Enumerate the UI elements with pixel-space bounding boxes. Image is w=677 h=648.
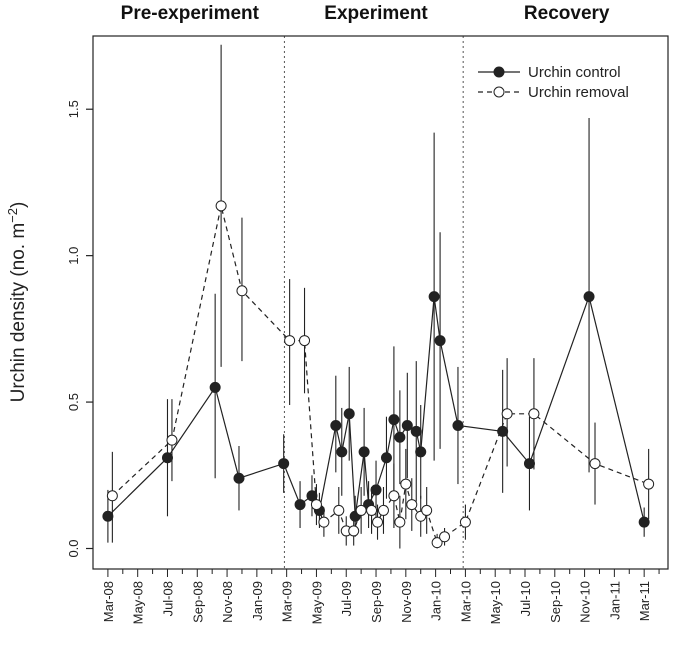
data-point-0-22 <box>434 335 446 347</box>
legend-removal-marker <box>493 86 505 98</box>
x-tick-label-5: Jan-09 <box>250 581 265 621</box>
data-point-0-14 <box>370 484 382 496</box>
y-axis: 0.0 0.5 1.0 1.5 <box>66 100 93 558</box>
data-point-0-8 <box>330 420 342 431</box>
y-axis-title-close: ) <box>8 202 29 208</box>
data-point-1-4 <box>284 335 296 347</box>
x-tick-label-18: Mar-11 <box>637 581 652 621</box>
series-markers <box>102 200 655 549</box>
data-point-0-5 <box>294 499 306 511</box>
data-point-0-2 <box>209 381 221 393</box>
data-point-0-23 <box>452 420 464 431</box>
data-point-1-20 <box>421 504 433 516</box>
data-point-0-27 <box>638 516 650 528</box>
data-point-0-9 <box>336 446 348 458</box>
y-tick-label-2: 1.0 <box>66 247 81 265</box>
data-point-1-27 <box>643 478 655 490</box>
x-tick-label-16: Nov-10 <box>578 581 593 623</box>
data-point-0-19 <box>410 425 422 437</box>
legend-removal-label: Urchin removal <box>528 84 629 101</box>
data-point-1-7 <box>318 516 330 528</box>
x-tick-label-2: Jul-08 <box>160 581 175 616</box>
data-point-0-24 <box>497 425 509 437</box>
x-tick-label-11: Jan-10 <box>429 581 444 621</box>
x-axis: Mar-08 May-08 Jul-08 Sep-08 Nov-08 Jan-09 Mar-… <box>101 569 660 624</box>
data-point-0-18 <box>401 420 413 431</box>
phase-labels: Pre-experiment Experiment Recovery <box>121 3 610 24</box>
data-point-0-6 <box>306 490 318 502</box>
phase-label-0: Pre-experiment <box>121 3 260 24</box>
data-point-1-3 <box>236 285 248 297</box>
x-tick-label-17: Jan-11 <box>607 581 622 620</box>
data-point-1-8 <box>333 504 345 516</box>
x-tick-label-3: Sep-08 <box>190 581 205 623</box>
x-tick-label-6: Mar-09 <box>280 581 295 622</box>
legend: Urchin control Urchin removal <box>478 64 629 101</box>
y-tick-label-1: 0.5 <box>66 393 81 411</box>
x-tick-label-13: May-10 <box>488 581 503 624</box>
phase-boundaries <box>283 36 464 569</box>
x-tick-label-9: Sep-09 <box>369 581 384 623</box>
x-tick-label-0: Mar-08 <box>101 581 116 622</box>
data-point-1-23 <box>459 516 471 528</box>
x-tick-label-10: Nov-09 <box>399 581 414 623</box>
data-point-0-21 <box>428 291 440 303</box>
data-point-0-26 <box>583 291 595 303</box>
x-tick-label-12: Mar-10 <box>458 581 473 622</box>
series-line-0 <box>107 294 645 523</box>
data-point-0-12 <box>358 446 370 458</box>
x-tick-label-4: Nov-08 <box>220 581 235 623</box>
data-point-1-22 <box>439 531 451 543</box>
data-point-1-24 <box>501 408 513 420</box>
y-axis-title: Urchin density (no. m−2) <box>5 202 29 403</box>
x-tick-label-7: May-09 <box>309 581 324 624</box>
data-point-1-14 <box>377 504 389 516</box>
x-tick-label-8: Jul-09 <box>339 581 354 616</box>
data-point-1-13 <box>372 516 384 528</box>
data-point-1-18 <box>406 499 418 511</box>
legend-control-marker <box>493 66 505 78</box>
data-point-1-0 <box>106 490 118 502</box>
data-point-0-3 <box>233 472 245 484</box>
data-point-0-15 <box>380 452 392 464</box>
x-tick-label-1: May-08 <box>131 581 146 624</box>
phase-label-1: Experiment <box>324 3 428 24</box>
data-point-1-12 <box>366 504 378 516</box>
data-point-1-2 <box>215 200 227 212</box>
error-bars <box>107 44 650 549</box>
data-point-0-10 <box>343 408 355 420</box>
data-point-0-4 <box>278 458 290 470</box>
legend-control-label: Urchin control <box>528 64 621 81</box>
data-point-1-15 <box>388 490 400 502</box>
data-point-0-0 <box>102 510 114 522</box>
data-point-1-25 <box>528 408 540 420</box>
data-point-1-16 <box>394 516 406 528</box>
data-point-1-10 <box>348 525 360 537</box>
data-point-1-1 <box>166 434 178 446</box>
data-point-1-5 <box>299 335 311 347</box>
series-lines <box>107 205 649 544</box>
x-tick-label-14: Jul-10 <box>518 581 533 616</box>
plot-frame <box>92 35 669 570</box>
y-axis-title-main: Urchin density (no. m <box>8 223 29 403</box>
phase-label-2: Recovery <box>524 3 610 24</box>
y-tick-label-0: 0.0 <box>66 539 81 557</box>
data-point-1-26 <box>589 458 601 470</box>
data-point-0-25 <box>523 458 535 470</box>
data-point-0-1 <box>161 452 173 464</box>
data-point-1-21 <box>431 537 443 549</box>
data-point-1-17 <box>400 478 412 490</box>
x-tick-label-15: Sep-10 <box>548 581 563 623</box>
y-axis-title-exponent: −2 <box>5 208 20 223</box>
series-line-1 <box>111 205 649 544</box>
data-point-0-17 <box>394 431 406 443</box>
y-tick-label-3: 1.5 <box>66 100 81 118</box>
data-point-1-11 <box>355 504 367 516</box>
data-point-1-6 <box>310 499 322 511</box>
data-point-0-16 <box>388 414 400 426</box>
data-point-0-20 <box>415 446 427 458</box>
